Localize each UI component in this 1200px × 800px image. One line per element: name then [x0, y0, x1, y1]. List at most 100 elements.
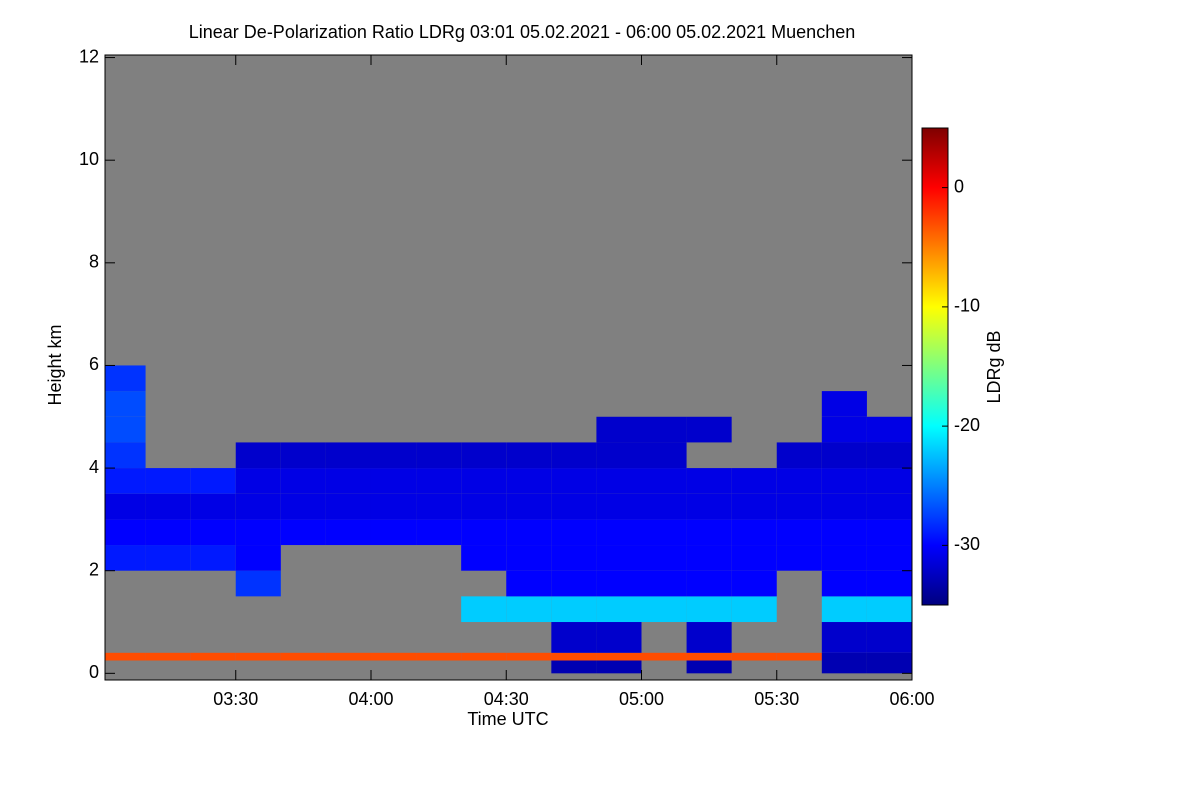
heatmap-cell: [235, 545, 281, 571]
heatmap-cell: [686, 622, 732, 653]
heatmap-cell: [866, 468, 912, 494]
colorbar-tick-label: -20: [954, 415, 980, 435]
heatmap-cell: [416, 652, 462, 661]
heatmap-cell: [280, 652, 326, 661]
colorbar-tick-label: -30: [954, 534, 980, 554]
heatmap-cell: [731, 545, 777, 571]
heatmap-cell: [551, 468, 597, 494]
heatmap-cell: [105, 545, 146, 571]
heatmap-cell: [506, 442, 552, 469]
heatmap-cell: [641, 596, 687, 623]
heatmap-cell: [145, 493, 191, 520]
heatmap-cell: [461, 545, 507, 571]
y-axis-label: Height km: [45, 324, 65, 405]
heatmap-cell: [821, 545, 867, 571]
heatmap-cell: [641, 442, 687, 469]
heatmap-cell: [731, 596, 777, 623]
heatmap-cell: [145, 652, 191, 661]
heatmap-cell: [370, 493, 417, 520]
heatmap-cell: [551, 570, 597, 597]
heatmap-cell: [145, 468, 191, 494]
heatmap-cell: [280, 493, 326, 520]
heatmap-cell: [325, 652, 371, 661]
heatmap-cell: [731, 493, 777, 520]
heatmap-cell: [325, 493, 371, 520]
plot-frame: [104, 54, 913, 681]
heatmap-cell: [506, 570, 552, 597]
heatmap-cell: [416, 468, 462, 494]
heatmap-cell: [235, 442, 281, 469]
heatmap-cell: [461, 442, 507, 469]
heatmap-cell: [506, 652, 552, 661]
heatmap-cell: [370, 652, 417, 661]
heatmap-cell: [596, 493, 642, 520]
heatmap-cell: [641, 468, 687, 494]
heatmap-cell: [776, 468, 822, 494]
heatmap-cell: [596, 570, 642, 597]
heatmap-cell: [370, 442, 417, 469]
heatmap-cell: [461, 468, 507, 494]
heatmap-cell: [866, 622, 912, 653]
heatmap-cell: [866, 660, 912, 674]
y-tick-label: 12: [79, 46, 99, 66]
heatmap-cell: [821, 493, 867, 520]
heatmap-cell: [145, 545, 191, 571]
colorbar-label: LDRg dB: [984, 330, 1004, 403]
heatmap-cell: [416, 519, 462, 546]
heatmap-cell: [866, 545, 912, 571]
heatmap-cell: [776, 519, 822, 546]
heatmap-cell: [821, 391, 867, 417]
x-tick-label: 04:00: [348, 689, 393, 709]
heatmap-cell: [731, 468, 777, 494]
heatmap-cell: [325, 519, 371, 546]
heatmap-cell: [280, 468, 326, 494]
heatmap-cell: [105, 468, 146, 494]
heatmap-cell: [596, 468, 642, 494]
heatmap-cell: [105, 391, 146, 417]
colorbar: [921, 127, 949, 606]
heatmap-cell: [821, 652, 867, 661]
heatmap-cell: [776, 493, 822, 520]
heatmap-cell: [190, 468, 236, 494]
heatmap-cell: [551, 660, 597, 674]
heatmap-cell: [686, 660, 732, 674]
y-tick-label: 2: [89, 559, 99, 579]
heatmap-cell: [596, 416, 642, 443]
y-tick-label: 6: [89, 354, 99, 374]
heatmap-cell: [731, 652, 777, 661]
heatmap-cell: [731, 519, 777, 546]
heatmap-cell: [821, 416, 867, 443]
heatmap-cell: [105, 442, 146, 469]
heatmap-cell: [370, 468, 417, 494]
heatmap-cell: [866, 570, 912, 597]
heatmap-cell: [235, 468, 281, 494]
colorbar-tick-label: 0: [954, 176, 964, 196]
heatmap-cell: [416, 493, 462, 520]
heatmap-cell: [731, 570, 777, 597]
heatmap-cell: [280, 442, 326, 469]
heatmap-cell: [551, 442, 597, 469]
heatmap-cell: [506, 545, 552, 571]
heatmap-cell: [105, 652, 146, 661]
heatmap-cell: [686, 545, 732, 571]
heatmap-cell: [506, 519, 552, 546]
heatmap-cell: [551, 622, 597, 653]
heatmap-cell: [776, 652, 822, 661]
heatmap-cell: [866, 519, 912, 546]
heatmap-cell: [686, 416, 732, 443]
heatmap-cell: [686, 596, 732, 623]
y-tick-label: 10: [79, 149, 99, 169]
heatmap-cell: [866, 442, 912, 469]
heatmap-cell: [235, 652, 281, 661]
x-axis-label: Time UTC: [467, 709, 548, 729]
heatmap-cell: [641, 493, 687, 520]
heatmap-cell: [866, 416, 912, 443]
heatmap-cell: [506, 596, 552, 623]
heatmap-cell: [461, 596, 507, 623]
heatmap-cell: [190, 519, 236, 546]
y-tick-label: 0: [89, 662, 99, 682]
heatmap-cell: [866, 493, 912, 520]
x-tick-label: 05:00: [619, 689, 664, 709]
heatmap-cell: [190, 652, 236, 661]
heatmap-cell: [596, 519, 642, 546]
